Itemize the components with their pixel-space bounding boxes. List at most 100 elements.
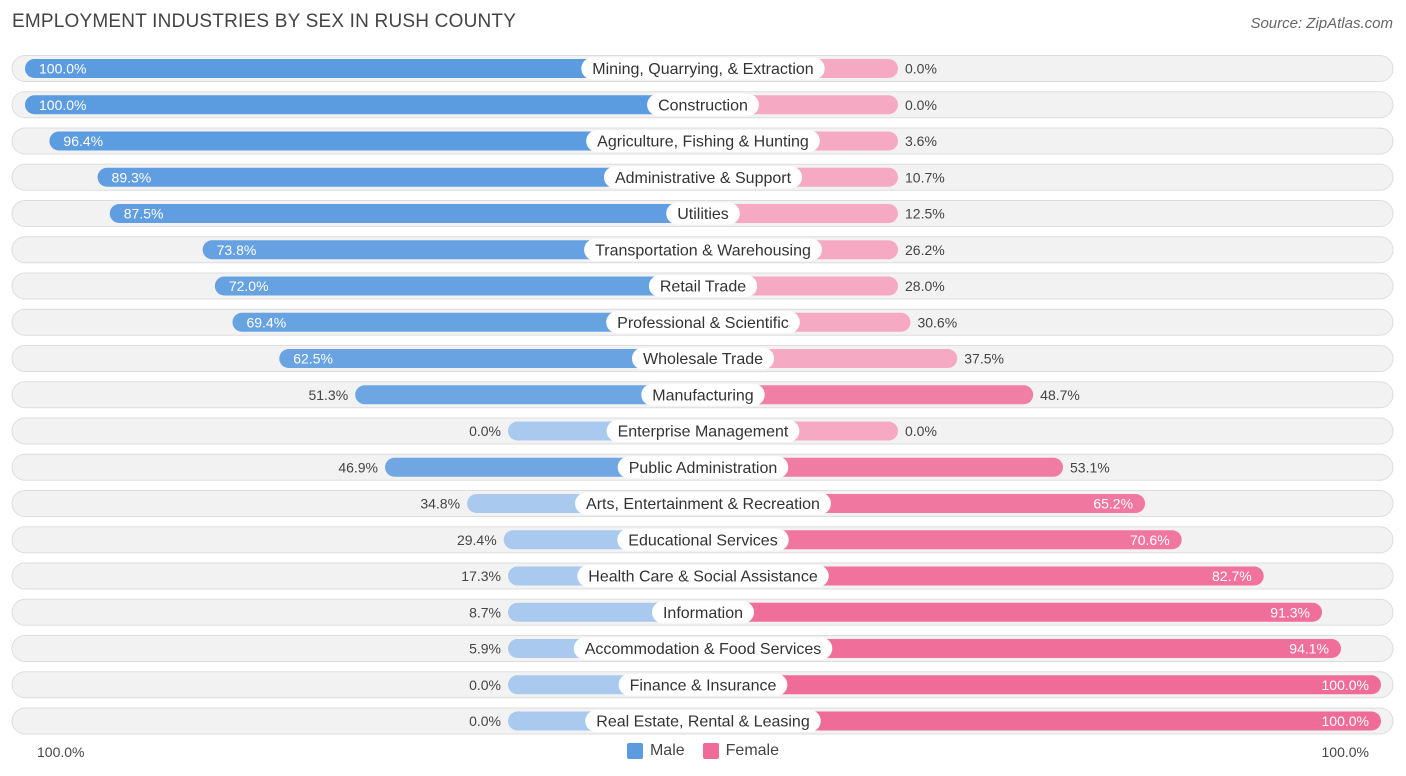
female-bar bbox=[703, 530, 1182, 550]
category-label: Construction bbox=[658, 97, 748, 114]
male-value-label: 100.0% bbox=[39, 97, 86, 113]
female-value-label: 70.6% bbox=[1130, 532, 1170, 548]
female-value-label: 3.6% bbox=[905, 133, 937, 149]
female-value-label: 30.6% bbox=[917, 314, 957, 330]
legend-swatch-male bbox=[626, 743, 643, 759]
female-value-label: 10.7% bbox=[905, 169, 945, 185]
male-value-label: 89.3% bbox=[112, 169, 152, 185]
female-bar bbox=[703, 566, 1264, 586]
male-value-label: 0.0% bbox=[469, 713, 501, 729]
male-value-label: 73.8% bbox=[217, 242, 257, 258]
category-pill bbox=[603, 166, 803, 189]
category-pill bbox=[617, 528, 789, 551]
chart-title: EMPLOYMENT INDUSTRIES BY SEX IN RUSH COU… bbox=[12, 11, 517, 32]
category-label: Real Estate, Rental & Leasing bbox=[596, 714, 809, 731]
female-value-label: 28.0% bbox=[905, 278, 945, 294]
male-value-label: 87.5% bbox=[124, 206, 164, 222]
male-bar bbox=[109, 204, 703, 223]
category-label: Utilities bbox=[677, 206, 729, 223]
male-value-label: 69.4% bbox=[246, 314, 286, 330]
category-label: Transportation & Warehousing bbox=[595, 242, 811, 259]
category-pill bbox=[631, 347, 775, 370]
male-bar bbox=[25, 95, 703, 115]
category-pill bbox=[573, 637, 833, 660]
male-value-label: 72.0% bbox=[229, 278, 269, 294]
category-label: Professional & Scientific bbox=[617, 315, 789, 332]
male-value-label: 8.7% bbox=[469, 604, 501, 620]
category-pill bbox=[648, 275, 758, 297]
category-pill bbox=[618, 673, 788, 696]
female-value-label: 48.7% bbox=[1040, 387, 1080, 403]
category-label: Finance & Insurance bbox=[630, 677, 777, 694]
axis-right-label: 100.0% bbox=[1321, 744, 1369, 760]
category-pill bbox=[606, 420, 800, 442]
male-value-label: 96.4% bbox=[63, 133, 103, 149]
male-value-label: 34.8% bbox=[420, 496, 460, 512]
male-value-label: 0.0% bbox=[469, 677, 501, 693]
category-label: Accommodation & Food Services bbox=[585, 641, 822, 658]
legend-item-male[interactable]: Male bbox=[626, 742, 685, 760]
category-label: Information bbox=[663, 605, 743, 622]
female-value-label: 82.7% bbox=[1212, 568, 1252, 584]
category-label: Administrative & Support bbox=[615, 170, 792, 187]
category-label: Educational Services bbox=[628, 532, 777, 549]
legend-swatch-female bbox=[702, 743, 719, 759]
male-bar bbox=[49, 131, 703, 151]
male-bar bbox=[355, 385, 703, 405]
category-label: Retail Trade bbox=[660, 279, 746, 296]
male-bar bbox=[202, 240, 704, 260]
category-pill bbox=[651, 601, 755, 624]
female-value-label: 94.1% bbox=[1289, 641, 1329, 657]
category-pill bbox=[606, 311, 800, 334]
male-bar bbox=[214, 276, 703, 296]
male-bar bbox=[232, 312, 703, 332]
category-pill bbox=[586, 130, 820, 152]
male-bar bbox=[279, 349, 703, 368]
female-bar bbox=[703, 385, 1034, 405]
legend-label-female: Female bbox=[725, 742, 780, 759]
category-pill bbox=[647, 93, 759, 116]
male-value-label: 17.3% bbox=[461, 568, 501, 584]
category-pill bbox=[617, 456, 789, 479]
category-label: Public Administration bbox=[629, 460, 778, 477]
category-pill bbox=[585, 710, 821, 732]
legend-item-female[interactable]: Female bbox=[702, 742, 780, 760]
category-label: Manufacturing bbox=[652, 387, 753, 404]
female-value-label: 12.5% bbox=[905, 206, 945, 222]
female-value-label: 0.0% bbox=[905, 97, 937, 113]
female-value-label: 91.3% bbox=[1270, 604, 1310, 620]
female-bar bbox=[703, 675, 1381, 695]
male-value-label: 51.3% bbox=[308, 387, 348, 403]
category-label: Mining, Quarrying, & Extraction bbox=[592, 61, 813, 78]
legend-label-male: Male bbox=[649, 742, 685, 759]
female-value-label: 26.2% bbox=[905, 242, 945, 258]
male-value-label: 46.9% bbox=[338, 459, 378, 475]
category-label: Enterprise Management bbox=[618, 424, 789, 441]
category-pill bbox=[641, 383, 765, 406]
female-value-label: 53.1% bbox=[1070, 459, 1110, 475]
male-value-label: 62.5% bbox=[293, 351, 333, 367]
female-value-label: 37.5% bbox=[964, 351, 1004, 367]
male-bar bbox=[97, 167, 703, 187]
female-value-label: 100.0% bbox=[1322, 713, 1369, 729]
category-pill bbox=[584, 238, 822, 261]
legend: Male Female bbox=[0, 742, 1406, 760]
category-pill bbox=[666, 202, 740, 225]
source-label: Source: ZipAtlas.com bbox=[1250, 15, 1393, 32]
category-label: Health Care & Social Assistance bbox=[588, 569, 818, 586]
female-bar bbox=[703, 204, 898, 223]
category-pill bbox=[575, 492, 831, 515]
category-label: Arts, Entertainment & Recreation bbox=[586, 496, 820, 513]
chart: 100.0% 0.0% Mining, Quarrying, & Extractio… bbox=[11, 55, 1394, 735]
female-value-label: 65.2% bbox=[1093, 496, 1133, 512]
female-value-label: 0.0% bbox=[905, 423, 937, 439]
male-value-label: 0.0% bbox=[469, 423, 501, 439]
male-value-label: 5.9% bbox=[469, 641, 501, 657]
category-pill bbox=[577, 565, 829, 587]
female-bar bbox=[703, 639, 1341, 658]
male-bar bbox=[25, 59, 703, 78]
female-bar bbox=[703, 602, 1323, 622]
male-value-label: 29.4% bbox=[457, 532, 497, 548]
category-label: Agriculture, Fishing & Hunting bbox=[597, 134, 809, 151]
female-bar bbox=[703, 711, 1381, 731]
